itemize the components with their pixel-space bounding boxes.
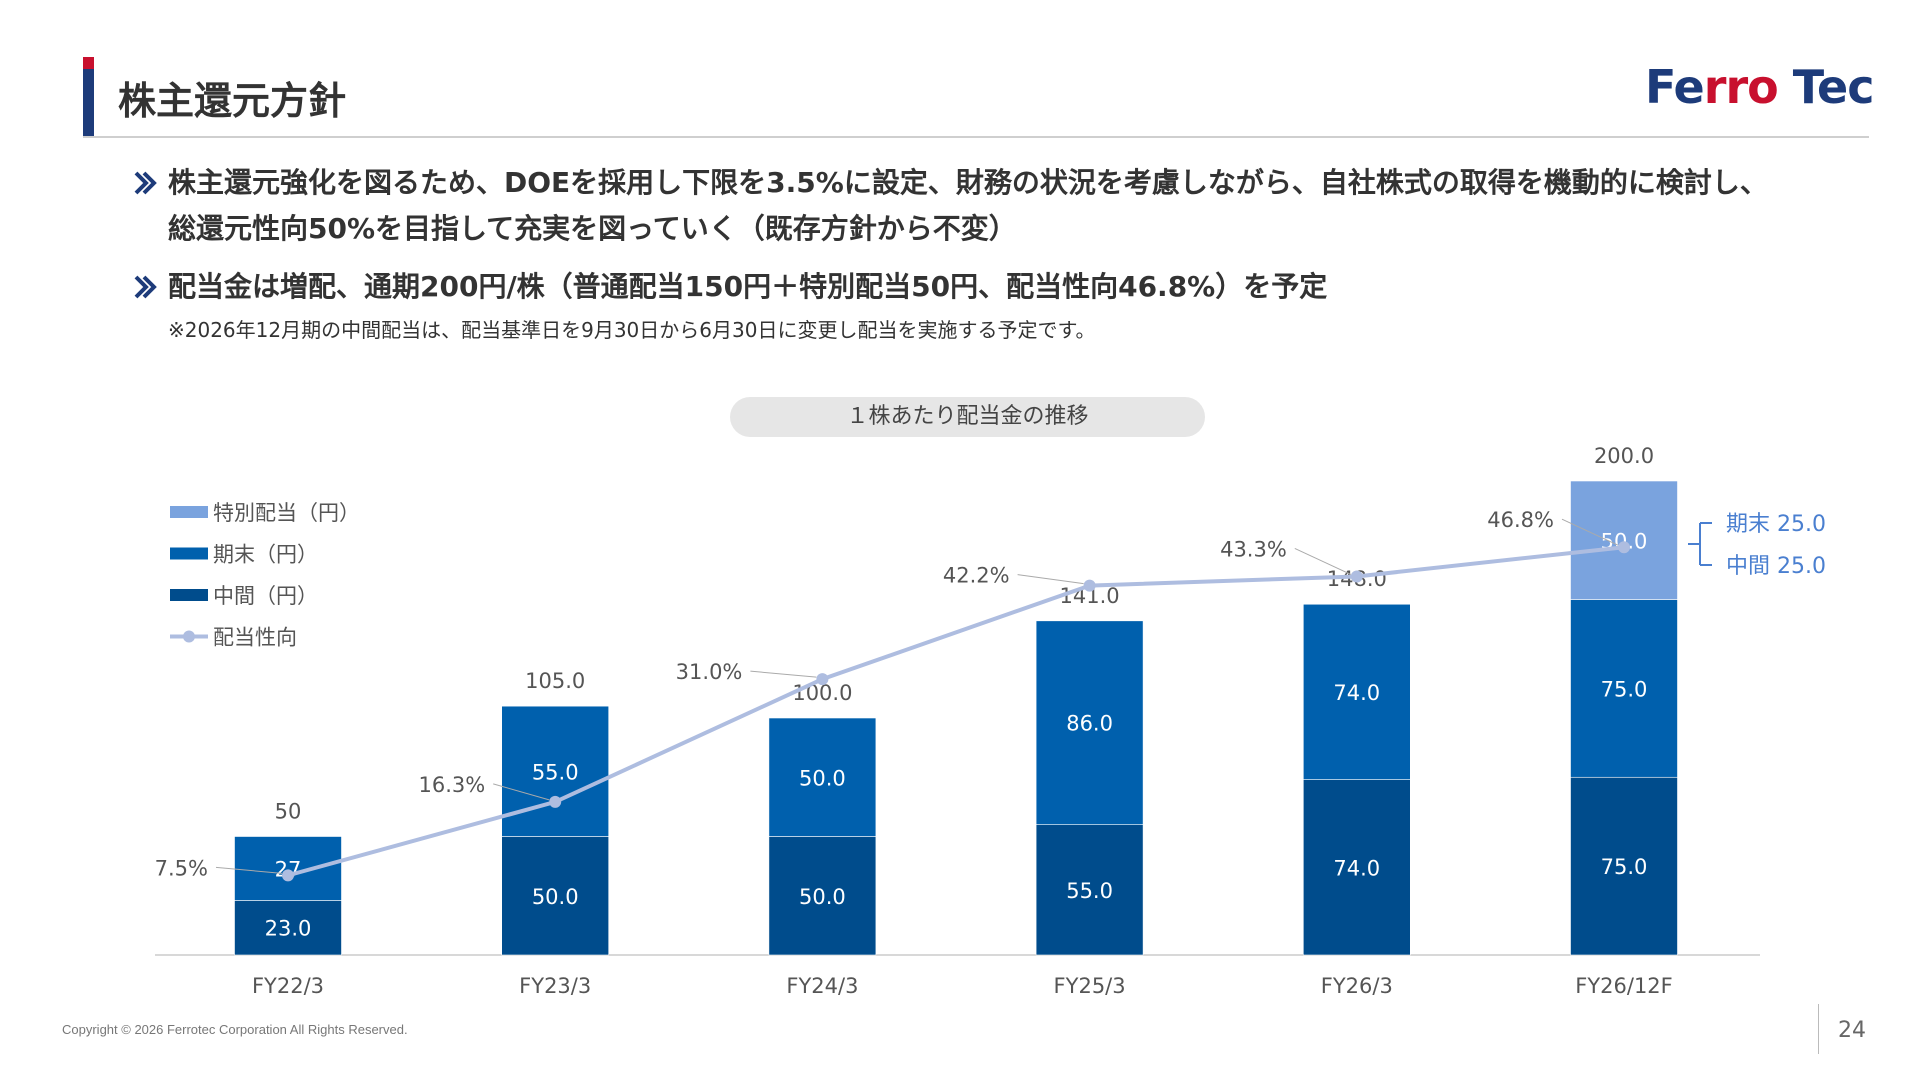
payout-ratio-point [816,673,829,686]
logo-part-3: Tec [1777,60,1875,114]
bullet-item-1: 株主還元強化を図るため、DOEを採用し下限を3.5%に設定、財務の状況を考慮しな… [130,160,1780,252]
ferrotec-logo: Ferro Tec [1645,60,1874,114]
bar-segment [1570,480,1678,600]
x-tick-label: FY25/3 [1054,974,1126,998]
bar-segment [1035,620,1144,825]
bar-segment [234,836,342,901]
payout-leader-line [750,670,817,678]
bar-segment [1035,824,1144,956]
x-tick-label: FY26/12F [1575,974,1673,998]
bar-value-label: 55.0 [532,760,579,784]
payout-ratio-label: 43.3% [1220,537,1287,561]
bar-segment [768,717,877,837]
payout-leader-line [493,783,550,801]
bar-segment [501,705,610,837]
payout-ratio-point [1350,570,1363,583]
copyright-text: Copyright © 2026 Ferrotec Corporation Al… [62,1022,408,1037]
bar-segment [234,900,342,956]
legend-label: 配当性向 [213,626,297,650]
title-accent-bar [83,57,94,137]
footnote: ※2026年12月期の中間配当は、配当基準日を9月30日から6月30日に変更し配… [168,318,1096,342]
bar-value-label: 75.0 [1601,855,1648,879]
bar-total-label: 50 [275,800,302,824]
special-kimatsu-label: 期末 25.0 [1726,512,1826,537]
bar-segment [1570,599,1678,778]
bar-value-label: 50.0 [799,885,846,909]
payout-ratio-label: 31.0% [676,660,743,684]
payout-ratio-label: 46.8% [1487,508,1554,532]
legend-label: 中間（円） [213,584,318,608]
x-tick-label: FY26/3 [1321,974,1393,998]
chevron-right-icon [134,275,157,299]
bar-total-label: 105.0 [525,669,585,693]
payout-ratio-point [549,795,562,808]
x-tick-label: FY23/3 [519,974,591,998]
logo-part-1: Fe [1645,60,1705,114]
legend-label: 特別配当（円） [213,501,360,525]
bar-value-label: 74.0 [1333,856,1380,880]
bullet-text: 配当金は増配、通期200円/株（普通配当150円＋特別配当50円、配当性向46.… [168,270,1328,303]
bar-value-label: 74.0 [1333,681,1380,705]
bar-value-label: 50.0 [532,885,579,909]
bullet-text: 株主還元強化を図るため、DOEを採用し下限を3.5%に設定、財務の状況を考慮しな… [168,166,1768,245]
payout-ratio-point [282,869,294,882]
logo-part-2: rro [1703,60,1779,114]
legend-swatch [170,547,208,560]
bullet-item-2: 配当金は増配、通期200円/株（普通配当150円＋特別配当50円、配当性向46.… [130,264,1780,310]
legend-swatch [170,506,208,518]
bar-value-label: 50.0 [799,766,846,790]
bar-value-label: 23.0 [265,917,312,941]
chevron-right-icon [134,171,157,195]
x-tick-label: FY22/3 [252,974,324,998]
payout-leader-line [1294,547,1352,575]
bar-segment [501,836,610,956]
legend-swatch [170,589,208,601]
bar-value-label: 75.0 [1601,677,1648,701]
bar-segment [1570,776,1678,956]
payout-ratio-label: 16.3% [418,773,485,797]
page-number-divider [1818,1004,1819,1054]
legend-label: 期末（円） [213,543,318,567]
payout-ratio-point [1083,579,1096,592]
payout-leader-line [215,866,283,874]
bullet-list: 株主還元強化を図るため、DOEを採用し下限を3.5%に設定、財務の状況を考慮しな… [130,160,1780,343]
legend-swatch-marker [183,630,195,643]
chart-title: １株あたり配当金の推移 [730,397,1205,437]
payout-leader-line [1561,518,1619,546]
payout-ratio-line [287,545,1625,878]
payout-ratio-label: 7.5% [155,856,208,880]
bar-value-label: 86.0 [1066,712,1113,736]
page-number: 24 [1838,1018,1866,1043]
payout-ratio-label: 42.2% [943,564,1010,588]
bar-value-label: 55.0 [1066,879,1113,903]
special-chukan-label: 中間 25.0 [1726,554,1826,579]
page-title: 株主還元方針 [118,79,347,123]
special-breakdown-bracket [1688,522,1712,566]
title-divider [83,136,1869,138]
payout-ratio-point [1618,541,1630,554]
bar-segment [1303,603,1411,780]
payout-leader-line [1017,574,1084,585]
x-tick-label: FY24/3 [786,974,858,998]
bar-total-label: 200.0 [1594,444,1654,468]
